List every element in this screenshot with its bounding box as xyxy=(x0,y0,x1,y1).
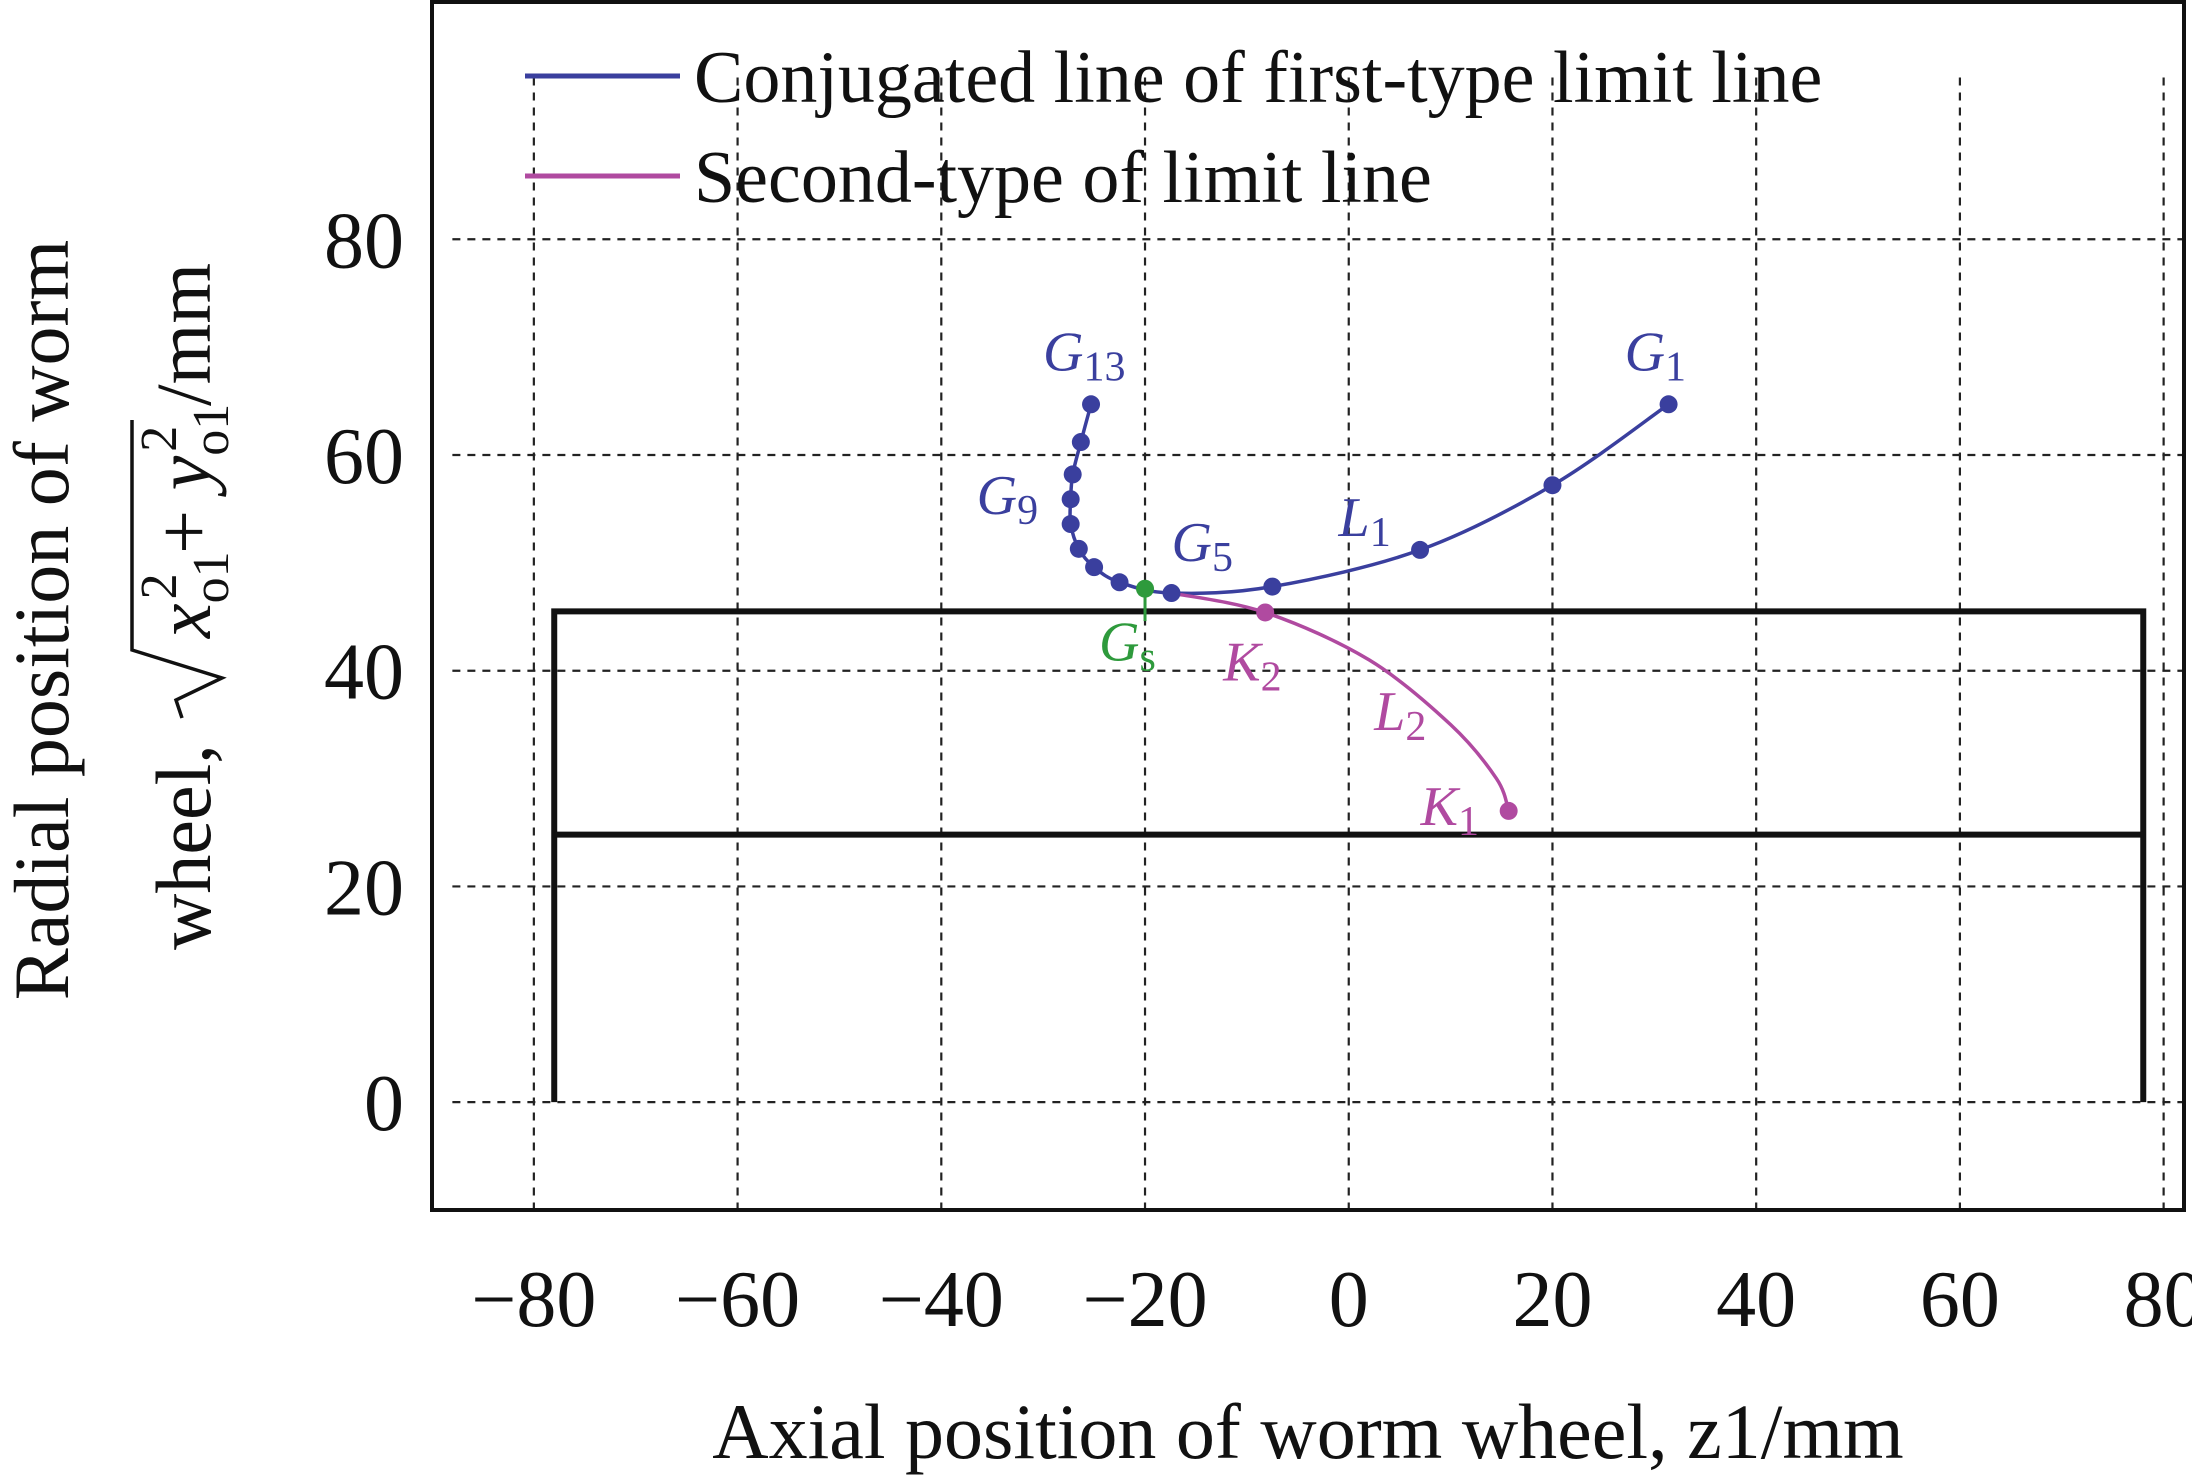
point-label-base: L xyxy=(1373,681,1405,743)
point-label-g13: G13 xyxy=(1043,321,1125,390)
point-label-sub: 13 xyxy=(1083,344,1125,390)
y-axis-title-prefix: wheel, xyxy=(140,744,227,950)
y-axis-title-line2: wheel, xo12 + yo12 /mm xyxy=(130,263,240,950)
x-tick-label-0: −80 xyxy=(471,1256,596,1344)
point-label-l1: L1 xyxy=(1338,487,1391,556)
point-label-l2: L2 xyxy=(1373,681,1426,750)
outline-frame xyxy=(551,608,2147,1103)
point-label-g5: G5 xyxy=(1172,512,1233,581)
x-tick-label-1: −60 xyxy=(675,1256,800,1344)
series-0-point-10 xyxy=(1063,465,1082,484)
series-1-point-1 xyxy=(1256,603,1275,622)
y-axis-title-suffix: /mm xyxy=(140,263,227,406)
plot-frame xyxy=(430,0,2186,1212)
y-axis-formula: xo12 + yo12 xyxy=(130,404,240,719)
point-label-base: G xyxy=(1172,512,1212,574)
legend-label-second-type: Second-type of limit line xyxy=(694,137,1432,219)
point-label-sub: 2 xyxy=(1405,704,1426,750)
x-axis-title-text: Axial position of worm wheel, z1/mm xyxy=(712,1388,1903,1475)
series-0-point-11 xyxy=(1071,433,1090,452)
x-axis-title: Axial position of worm wheel, z1/mm xyxy=(712,1388,1903,1475)
x-tick-label-6: 40 xyxy=(1716,1256,1796,1344)
series-0-point-1 xyxy=(1543,476,1562,495)
legend-label-first-type: Conjugated line of first-type limit line xyxy=(694,37,1822,119)
point-label-k1: K1 xyxy=(1420,776,1479,845)
point-label-base: G xyxy=(1625,321,1665,383)
series-1-point-5 xyxy=(1499,801,1518,820)
x-tick-label-5: 20 xyxy=(1512,1256,1592,1344)
worm-wheel-outline xyxy=(551,608,2147,1103)
y-axis-radical-sign xyxy=(130,420,227,719)
point-label-base: K xyxy=(1420,776,1461,838)
series-0-point-0 xyxy=(1659,395,1678,414)
series-0-point-12 xyxy=(1082,395,1101,414)
x-tick-label-7: 60 xyxy=(1920,1256,2000,1344)
x-tick-label-2: −40 xyxy=(879,1256,1004,1344)
point-label-sub: s xyxy=(1139,635,1155,681)
series-0-point-5 xyxy=(1110,573,1129,592)
y-tick-label-1: 20 xyxy=(324,844,404,932)
point-label-sub: 1 xyxy=(1370,510,1391,556)
series-0-point-8 xyxy=(1061,515,1080,534)
point-label-g1: G1 xyxy=(1625,321,1686,390)
point-label-g9: G9 xyxy=(977,465,1038,534)
point-label-sub: 2 xyxy=(1261,654,1282,700)
point-label-base: G xyxy=(977,465,1017,527)
series-0-point-6 xyxy=(1085,558,1104,577)
x-tick-label-3: −20 xyxy=(1082,1256,1207,1344)
y-tick-label-3: 60 xyxy=(324,413,404,501)
tick-labels: −80 −60 −40 −20 0 20 40 60 80 0 20 40 60 80 xyxy=(324,197,2192,1344)
svg-text:Axial position of worm wheel,: Axial position of worm wheel, z1/mm xyxy=(712,1388,1903,1475)
x-tick-label-8: 80 xyxy=(2124,1256,2192,1344)
y-tick-label-2: 40 xyxy=(324,629,404,717)
y-tick-label-0: 0 xyxy=(364,1060,404,1148)
point-label-base: G xyxy=(1099,612,1139,674)
point-label-k2: K2 xyxy=(1222,631,1281,700)
grid-lines xyxy=(452,77,2184,1210)
point-label-sub: 1 xyxy=(1458,799,1479,845)
point-label-sub: 5 xyxy=(1212,535,1233,581)
series-markers xyxy=(1061,395,1678,820)
series-0-point-7 xyxy=(1069,539,1088,558)
x-tick-label-4: 0 xyxy=(1329,1256,1369,1344)
point-label-gs: Gs xyxy=(1099,612,1156,681)
point-label-sub: 9 xyxy=(1017,488,1038,534)
legend: Conjugated line of first-type limit line… xyxy=(525,37,1822,219)
point-label-sub: 1 xyxy=(1665,344,1686,390)
y-axis-formula-text: xo12 + yo12 xyxy=(131,404,240,639)
point-label-base: K xyxy=(1222,631,1263,693)
series-0-point-3 xyxy=(1263,577,1282,596)
point-label-base: L xyxy=(1338,487,1370,549)
series-0-point-2 xyxy=(1411,540,1430,559)
y-axis-title-line1: Radial position of worm xyxy=(0,240,85,1000)
series-0-point-4 xyxy=(1162,584,1181,603)
point-label-base: G xyxy=(1043,321,1083,383)
y-tick-label-4: 80 xyxy=(324,197,404,285)
y-axis-title: Radial position of worm xyxy=(0,240,85,1000)
series-0-point-9 xyxy=(1061,490,1080,509)
series-line-1 xyxy=(1171,591,1511,812)
